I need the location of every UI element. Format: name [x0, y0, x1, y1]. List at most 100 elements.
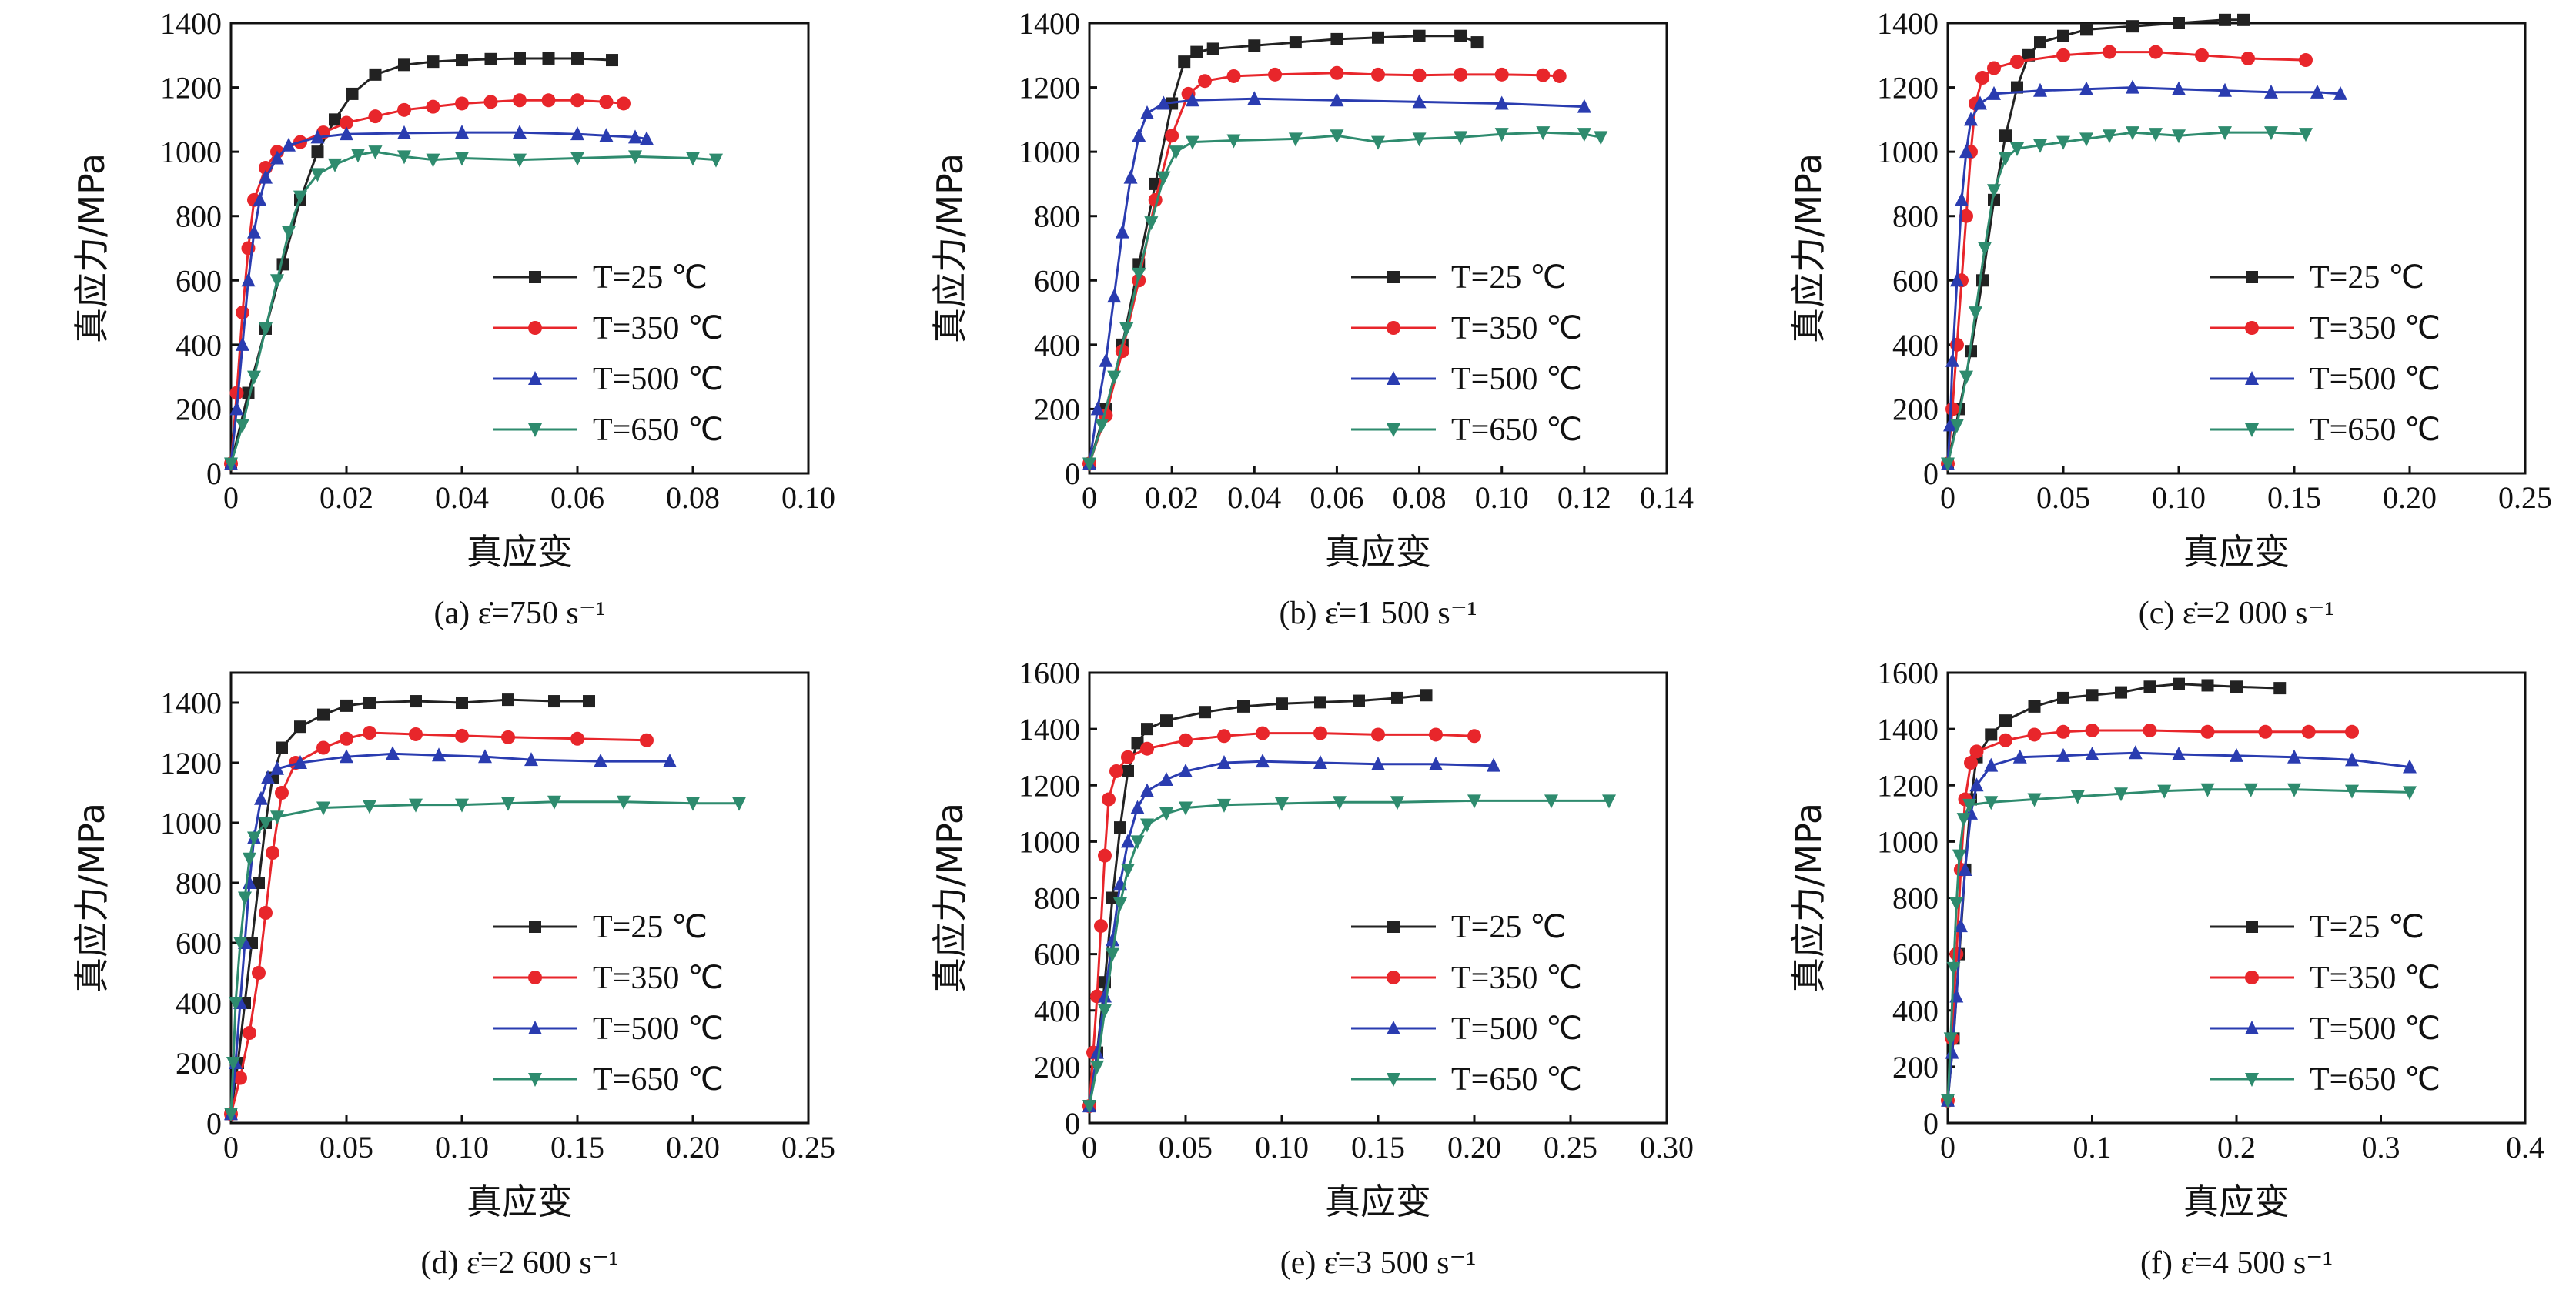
data-point [2034, 36, 2046, 49]
x-axis-title: 真应变 [467, 531, 573, 573]
data-point [1987, 184, 2001, 199]
data-point [1082, 457, 1096, 472]
series-0 [1083, 29, 1484, 470]
y-tick-label: 200 [176, 1046, 222, 1081]
y-tick-label: 800 [1034, 199, 1080, 234]
y-tick-label: 1600 [1019, 656, 1080, 690]
data-point [1141, 723, 1153, 736]
legend-marker [1387, 921, 1400, 933]
series-line [229, 731, 647, 1115]
data-point [236, 336, 249, 351]
x-tick-label: 0 [1940, 1130, 1955, 1165]
y-tick-label: 400 [176, 328, 222, 363]
y-tick-label: 800 [1892, 199, 1939, 234]
series-2 [1082, 754, 1500, 1113]
data-point [2027, 793, 2042, 807]
legend-marker [528, 371, 542, 385]
data-point [1159, 807, 1173, 821]
series-3 [224, 795, 746, 1122]
data-point [484, 52, 497, 65]
data-point [1130, 800, 1145, 814]
data-point [1941, 1094, 1955, 1108]
x-tick-label: 0 [223, 480, 239, 515]
data-point [1959, 370, 1973, 385]
chart-caption: (d) ε̇=2 600 s⁻¹ [421, 1245, 619, 1281]
data-point [1113, 897, 1127, 911]
data-point [2079, 81, 2093, 95]
data-point [1289, 36, 1302, 49]
y-tick-label: 600 [1892, 263, 1939, 298]
legend-marker [528, 1073, 542, 1087]
series-line [229, 131, 647, 464]
data-point [259, 322, 273, 336]
y-tick-label: 800 [1892, 881, 1939, 916]
data-point [1169, 145, 1183, 160]
data-point [253, 877, 265, 889]
legend-marker [2245, 371, 2259, 385]
data-point [1978, 242, 1992, 256]
y-tick-label: 600 [1892, 937, 1939, 972]
data-point [1594, 131, 1608, 145]
x-tick-label: 0.20 [2383, 480, 2437, 515]
data-point [247, 831, 261, 846]
data-point [368, 145, 383, 160]
series-1 [1082, 65, 1567, 471]
data-point [340, 731, 353, 746]
data-point [456, 697, 468, 709]
x-tick-label: 0.25 [781, 1130, 835, 1165]
legend-marker [528, 321, 542, 335]
y-axis-title: 真应力/MPa [1788, 153, 1829, 343]
data-point [270, 810, 284, 825]
data-point [1132, 267, 1146, 282]
data-point [524, 752, 538, 767]
data-point [2056, 48, 2070, 62]
chart-svg-c: 0 0.05 0.10 0.15 0.20 0.25 0 200 400 600 800 1000 12… [1788, 6, 2552, 631]
x-tick-label: 0.10 [1475, 480, 1529, 515]
data-point [368, 109, 383, 124]
y-tick-label: 600 [1034, 263, 1080, 298]
data-point [254, 790, 268, 805]
legend-label: T=650 ℃ [1451, 413, 1582, 448]
data-point [1372, 31, 1384, 44]
x-tick-label: 0.20 [1447, 1130, 1501, 1165]
y-tick-label: 400 [1034, 328, 1080, 363]
legend-label: T=500 ℃ [1451, 362, 1582, 397]
series-line [1946, 131, 2307, 464]
y-tick-label: 200 [1892, 1050, 1939, 1084]
series-3 [1082, 126, 1608, 472]
legend-marker [528, 971, 542, 984]
data-point [2143, 723, 2157, 737]
data-point [606, 54, 618, 67]
chart-svg-b: 0 0.02 0.04 0.06 0.08 0.10 0.12 0.14 0 200 400 600 8… [929, 6, 1694, 631]
data-point [478, 749, 492, 764]
data-point [426, 153, 440, 168]
legend-marker [1387, 423, 1400, 437]
series-1 [1941, 723, 2359, 1108]
data-point [2403, 759, 2417, 774]
x-tick-label: 0.30 [1640, 1130, 1694, 1165]
chart-caption: (b) ε̇=1 500 s⁻¹ [1280, 596, 1477, 631]
chart-panel-d: 0 0.05 0.10 0.15 0.20 0.25 0 200 400 600 800 1000 12… [0, 650, 858, 1299]
data-point [732, 797, 746, 811]
x-tick-label: 0.4 [2506, 1130, 2544, 1165]
y-tick-label: 0 [206, 1106, 222, 1141]
data-point [1945, 402, 1959, 416]
data-point [270, 274, 284, 289]
data-point [241, 272, 256, 287]
series-line [1946, 729, 2352, 1101]
data-point [2200, 724, 2215, 739]
data-point [2287, 783, 2301, 797]
legend-label: T=25 ℃ [1451, 260, 1566, 296]
data-point [1371, 727, 1385, 742]
data-point [282, 137, 296, 152]
data-point [259, 817, 273, 830]
data-point [409, 798, 423, 813]
data-point [363, 800, 376, 814]
data-point [2218, 82, 2232, 97]
data-point [270, 150, 284, 165]
data-point [432, 747, 446, 762]
data-point [2070, 790, 2085, 804]
data-point [409, 727, 423, 741]
data-point [1536, 68, 1551, 82]
chart-panel-f: 0 0.1 0.2 0.3 0.4 0 200 400 600 800 1000 1200 1400 16… [1717, 650, 2575, 1299]
